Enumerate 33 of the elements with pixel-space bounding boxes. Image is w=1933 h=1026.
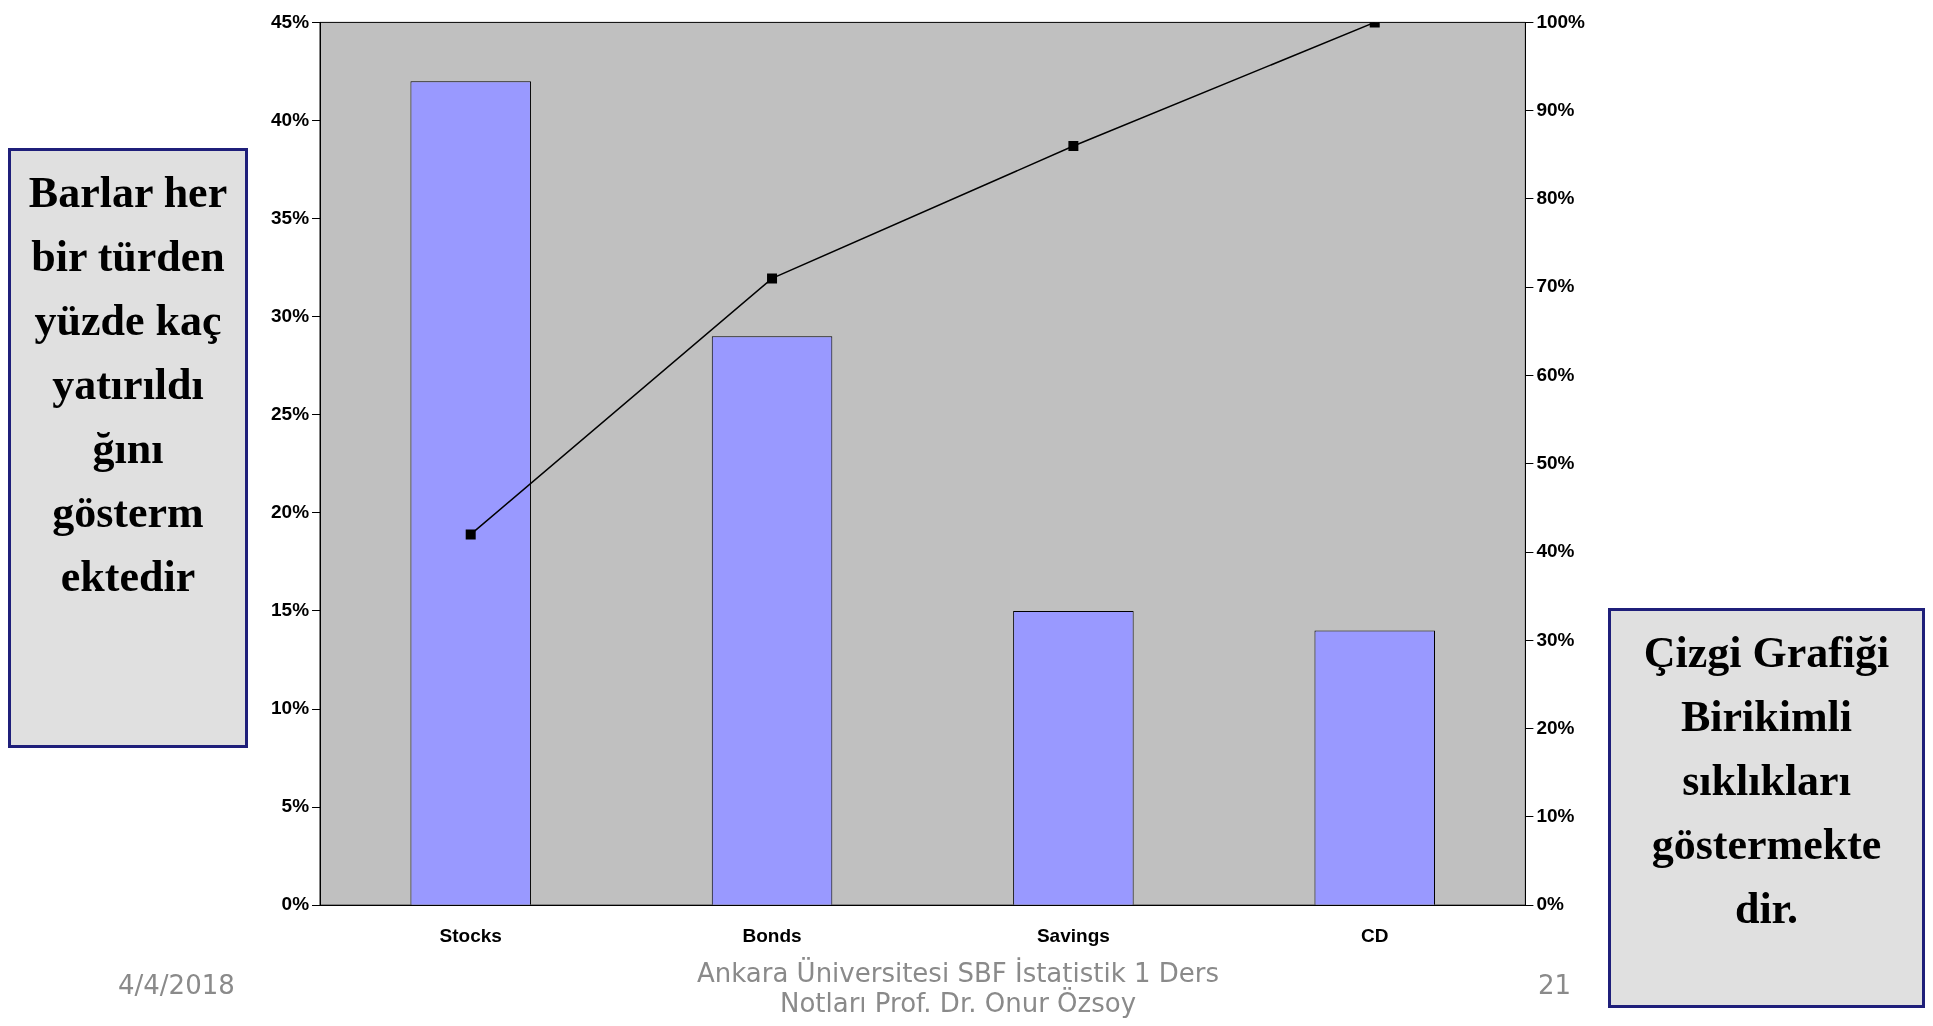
y2-tick-label: 30% bbox=[1536, 628, 1575, 650]
y-tick-label: 45% bbox=[271, 10, 310, 32]
text: 21 bbox=[1538, 970, 1572, 1000]
y-tick-label: 30% bbox=[271, 304, 310, 326]
y2-tick-label: 0% bbox=[1536, 893, 1564, 915]
text: Çizgi Grafiği Birikimli sıklıkları göstermekte dir. bbox=[1608, 608, 1925, 1008]
y2-tick-label: 80% bbox=[1536, 187, 1575, 209]
point bbox=[465, 529, 476, 540]
y-tick-label: 5% bbox=[281, 795, 310, 817]
y-tick-label: 25% bbox=[271, 402, 310, 424]
y2-tick-label: 70% bbox=[1536, 275, 1575, 297]
y2-tick-label: 20% bbox=[1536, 716, 1575, 738]
x-tick-label: Stocks bbox=[439, 924, 502, 946]
point bbox=[767, 273, 778, 284]
y-tick-label: 15% bbox=[271, 599, 310, 621]
y2-tick-label: 50% bbox=[1536, 452, 1575, 474]
text: Barlar her bir türden yüzde kaç yatırıldı ğını gösterm ektedir bbox=[8, 148, 248, 748]
y-tick-label: 35% bbox=[271, 206, 310, 228]
text: Ankara Üniversitesi SBF İstatistik 1 Ders Notları Prof. Dr. Onur Özsoy bbox=[695, 958, 1221, 1018]
y2-tick-label: 40% bbox=[1536, 540, 1575, 562]
y2-tick-label: 90% bbox=[1536, 98, 1575, 120]
y2-tick-label: 100% bbox=[1536, 10, 1586, 32]
x-tick-label: Bonds bbox=[742, 924, 802, 946]
x-tick-label: Savings bbox=[1036, 924, 1110, 946]
y-tick-label: 20% bbox=[271, 501, 310, 523]
y2-tick-label: 10% bbox=[1536, 805, 1575, 827]
x-tick-label: CD bbox=[1361, 924, 1389, 946]
text: 4/4/2018 bbox=[118, 970, 235, 1000]
y-tick-label: 10% bbox=[271, 697, 310, 719]
y-tick-label: 40% bbox=[271, 108, 310, 130]
point bbox=[1068, 141, 1079, 151]
y2-tick-label: 60% bbox=[1536, 363, 1575, 385]
y-tick-label: 0% bbox=[281, 893, 310, 915]
